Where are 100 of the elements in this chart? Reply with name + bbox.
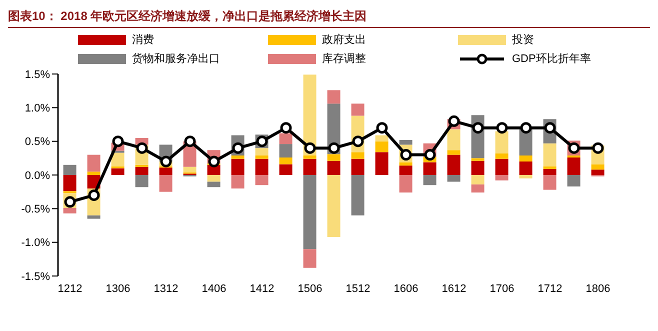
bar bbox=[495, 175, 508, 180]
bar bbox=[495, 153, 508, 159]
bar bbox=[159, 175, 172, 192]
bar bbox=[231, 155, 244, 159]
x-tick-label: 1212 bbox=[58, 282, 82, 295]
bar bbox=[495, 158, 508, 175]
y-tick-label: -0.5% bbox=[21, 204, 50, 216]
point bbox=[376, 122, 388, 134]
point bbox=[184, 136, 196, 148]
bar bbox=[255, 155, 268, 159]
y-tick-label: 0.5% bbox=[24, 136, 50, 148]
point bbox=[136, 142, 148, 154]
x-tick-label: 1806 bbox=[586, 282, 610, 295]
bar bbox=[351, 104, 364, 116]
bar bbox=[279, 157, 292, 164]
point bbox=[448, 115, 460, 127]
bar bbox=[471, 158, 484, 161]
bar bbox=[447, 154, 460, 175]
bar bbox=[87, 154, 100, 172]
y-tick-label: -1.0% bbox=[21, 237, 50, 250]
point bbox=[64, 196, 76, 208]
bar bbox=[519, 175, 532, 178]
bar bbox=[399, 166, 412, 175]
bar bbox=[231, 158, 244, 175]
legend-label: 库存调整 bbox=[322, 52, 366, 66]
bar bbox=[375, 135, 388, 142]
x-tick-label: 1712 bbox=[538, 282, 562, 295]
bar bbox=[63, 208, 76, 214]
bar bbox=[351, 158, 364, 175]
bar bbox=[519, 155, 532, 162]
point bbox=[160, 156, 172, 168]
legend-label: 消费 bbox=[132, 33, 154, 47]
bar bbox=[471, 175, 484, 184]
bar bbox=[495, 131, 508, 154]
bar bbox=[303, 175, 316, 250]
point bbox=[496, 122, 508, 134]
x-tick-label: 1606 bbox=[394, 282, 418, 295]
bar bbox=[255, 148, 268, 156]
bar bbox=[87, 172, 100, 175]
bar bbox=[399, 162, 412, 166]
point bbox=[424, 149, 436, 161]
bar bbox=[303, 249, 316, 268]
point bbox=[304, 142, 316, 154]
point bbox=[352, 136, 364, 148]
legend-label: GDP环比折年率 bbox=[512, 52, 591, 66]
legend-label: 投资 bbox=[512, 33, 534, 47]
bar bbox=[423, 175, 436, 186]
x-tick-label: 1612 bbox=[442, 282, 466, 295]
point bbox=[112, 136, 124, 148]
point bbox=[280, 122, 292, 134]
bar bbox=[471, 160, 484, 175]
bar bbox=[471, 184, 484, 193]
legend-label: 货物和服务净出口 bbox=[132, 52, 220, 66]
bar bbox=[135, 175, 148, 188]
bar bbox=[567, 175, 580, 186]
x-tick-label: 1312 bbox=[154, 282, 178, 295]
bar bbox=[279, 133, 292, 144]
x-tick-label: 1306 bbox=[106, 282, 130, 295]
bar bbox=[351, 152, 364, 159]
bar bbox=[591, 164, 604, 170]
bar bbox=[519, 162, 532, 175]
bar bbox=[543, 175, 556, 190]
bar bbox=[303, 155, 316, 159]
bar bbox=[447, 150, 460, 155]
x-tick-label: 1506 bbox=[298, 282, 322, 295]
y-tick-label: -1.5% bbox=[21, 270, 50, 283]
bar bbox=[279, 144, 292, 158]
bar bbox=[63, 164, 76, 175]
bar bbox=[111, 168, 124, 175]
bar bbox=[399, 140, 412, 145]
bar bbox=[447, 175, 460, 182]
x-tick-label: 1412 bbox=[250, 282, 274, 295]
point bbox=[472, 122, 484, 134]
bar bbox=[543, 168, 556, 175]
bar bbox=[423, 162, 436, 175]
point bbox=[592, 142, 604, 154]
bar bbox=[327, 160, 340, 175]
bar bbox=[159, 168, 172, 175]
chart-title: 图表10： 2018 年欧元区经济增速放缓，净出口是拖累经济增长主因 bbox=[8, 8, 650, 28]
x-tick-label: 1512 bbox=[346, 282, 370, 295]
bar bbox=[303, 158, 316, 175]
x-tick-label: 1406 bbox=[202, 282, 226, 295]
legend-label: 政府支出 bbox=[322, 32, 366, 47]
bar bbox=[111, 152, 124, 166]
bar bbox=[327, 154, 340, 161]
x-tick-label: 1706 bbox=[490, 282, 514, 295]
y-tick-label: 1.5% bbox=[24, 68, 50, 81]
bar bbox=[207, 182, 220, 188]
bar bbox=[231, 175, 244, 188]
bar bbox=[183, 166, 196, 172]
bar bbox=[135, 166, 148, 175]
bar bbox=[255, 158, 268, 175]
point bbox=[328, 142, 340, 154]
bar bbox=[375, 141, 388, 152]
point bbox=[208, 156, 220, 168]
bar bbox=[327, 175, 340, 237]
bar bbox=[207, 175, 220, 182]
bar bbox=[543, 143, 556, 166]
bar bbox=[567, 157, 580, 175]
bar bbox=[399, 175, 412, 193]
